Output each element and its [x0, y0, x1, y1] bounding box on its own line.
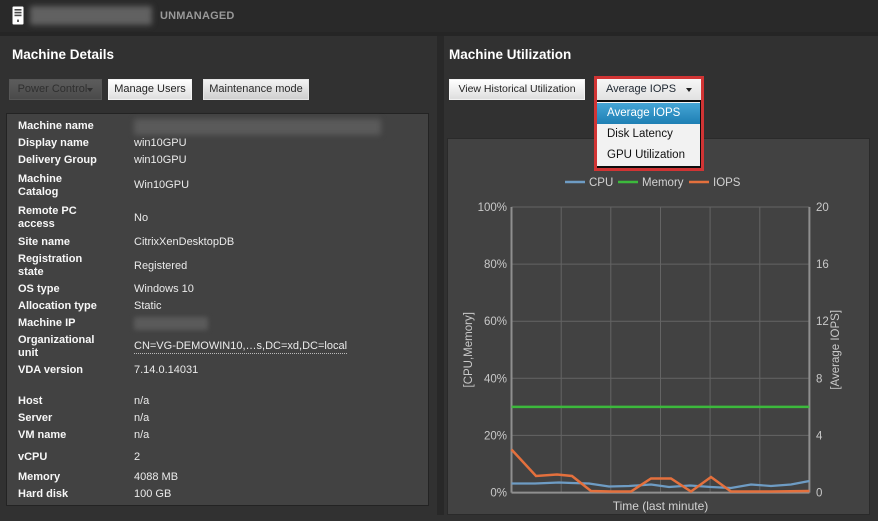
- svg-text:80%: 80%: [484, 259, 507, 271]
- svg-text:20: 20: [816, 202, 829, 214]
- svg-text:CPU: CPU: [589, 177, 613, 189]
- svg-text:IOPS: IOPS: [713, 177, 741, 189]
- svg-text:8: 8: [816, 373, 822, 385]
- svg-text:40%: 40%: [484, 373, 507, 385]
- svg-text:[Average IOPS]: [Average IOPS]: [830, 310, 842, 390]
- svg-text:16: 16: [816, 259, 829, 271]
- svg-text:Time (last minute): Time (last minute): [613, 499, 709, 513]
- svg-text:12: 12: [816, 316, 829, 328]
- svg-text:60%: 60%: [484, 316, 507, 328]
- svg-text:20%: 20%: [484, 430, 507, 442]
- svg-text:0%: 0%: [490, 488, 507, 500]
- svg-text:100%: 100%: [478, 202, 507, 214]
- svg-text:Memory: Memory: [642, 177, 684, 189]
- svg-text:4: 4: [816, 430, 823, 442]
- svg-text:0: 0: [816, 488, 822, 500]
- svg-text:[CPU,Memory]: [CPU,Memory]: [463, 312, 475, 387]
